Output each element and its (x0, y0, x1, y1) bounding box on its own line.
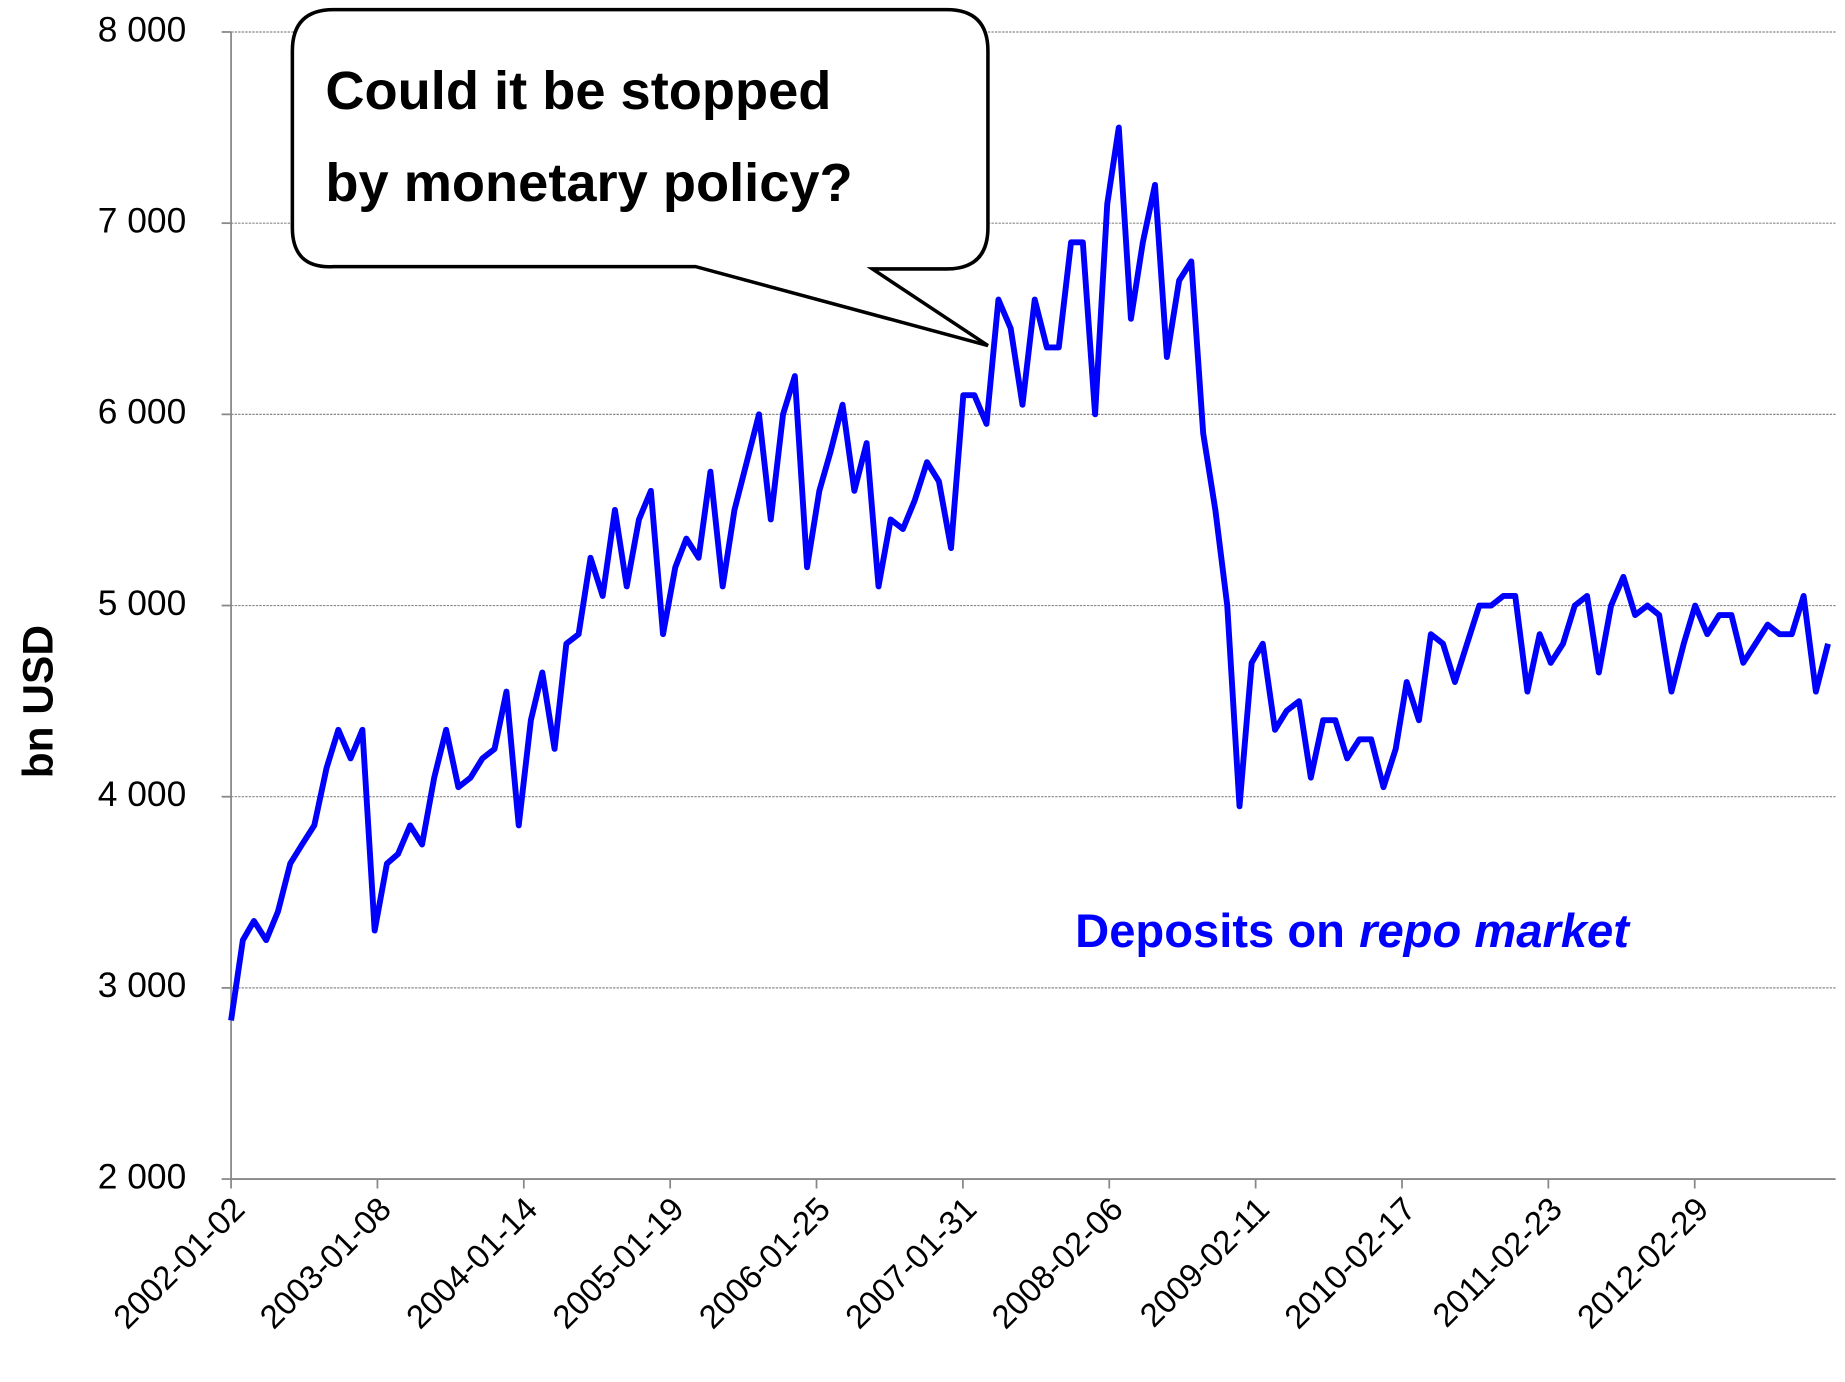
x-tick-label: 2007-01-31 (838, 1190, 984, 1336)
series-label-text: Deposits on (1075, 904, 1345, 957)
y-tick-label: 4 000 (98, 775, 186, 814)
series-label: Deposits on repo market (1075, 904, 1631, 957)
x-tick-label: 2004-01-14 (399, 1190, 545, 1336)
data-line (228, 124, 1831, 1021)
x-tick-label: 2003-01-08 (252, 1190, 398, 1336)
y-tick-label: 7 000 (98, 202, 186, 241)
annotation-line: by monetary policy? (325, 153, 852, 213)
x-tick-label: 2012-02-29 (1570, 1190, 1716, 1336)
x-tick-label: 2011-02-23 (1425, 1190, 1569, 1334)
series-label-italic: repo market (1359, 904, 1631, 957)
y-tick-label: 6 000 (98, 393, 186, 432)
x-tick-label: 2010-02-17 (1277, 1190, 1423, 1336)
y-tick-label: 2 000 (98, 1157, 186, 1196)
y-tick-label: 3 000 (98, 966, 186, 1005)
y-axis-title: bn USD (14, 625, 61, 778)
y-tick-label: 5 000 (98, 584, 186, 623)
x-tick-label: 2002-01-02 (106, 1190, 252, 1336)
callout-bubble (290, 7, 990, 348)
x-tick-label: 2006-01-25 (692, 1190, 838, 1336)
x-tick-label: 2005-01-19 (545, 1190, 691, 1336)
x-tick-label: 2008-02-06 (984, 1190, 1130, 1336)
x-tick-label: 2009-02-11 (1132, 1190, 1276, 1334)
y-tick-label: 8 000 (98, 10, 186, 49)
annotation-line: Could it be stopped (325, 61, 831, 121)
